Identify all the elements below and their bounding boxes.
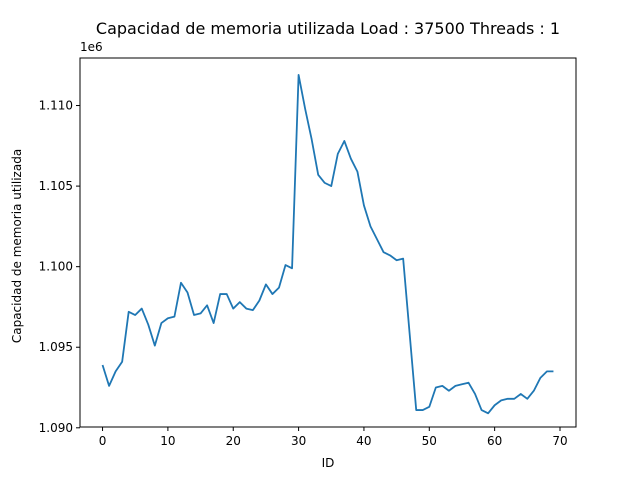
data-points (101, 73, 555, 414)
y-tick-label: 1.090 (39, 421, 73, 435)
y-tick-label: 1.100 (39, 260, 73, 274)
x-axis-ticks: 0 10 20 30 40 50 60 70 (99, 427, 568, 448)
y-axis-ticks: 1.090 1.095 1.100 1.105 1.110 (39, 99, 80, 435)
y-tick-label: 1.095 (39, 340, 73, 354)
x-tick-label: 70 (552, 434, 567, 448)
chart-title: Capacidad de memoria utilizada Load : 37… (96, 19, 560, 38)
series-line (101, 74, 554, 415)
x-axis-label: ID (322, 456, 335, 470)
y-tick-label: 1.110 (39, 99, 73, 113)
y-tick-label: 1.105 (39, 179, 73, 193)
x-tick-label: 50 (422, 434, 437, 448)
y-axis-offset-text: 1e6 (80, 40, 103, 54)
x-tick-label: 10 (160, 434, 175, 448)
x-tick-label: 60 (487, 434, 502, 448)
plot-frame (79, 57, 577, 428)
x-tick-label: 40 (356, 434, 371, 448)
x-tick-label: 0 (99, 434, 107, 448)
x-tick-label: 20 (226, 434, 241, 448)
x-tick-label: 30 (291, 434, 306, 448)
y-axis-label: Capacidad de memoria utilizada (10, 149, 24, 343)
